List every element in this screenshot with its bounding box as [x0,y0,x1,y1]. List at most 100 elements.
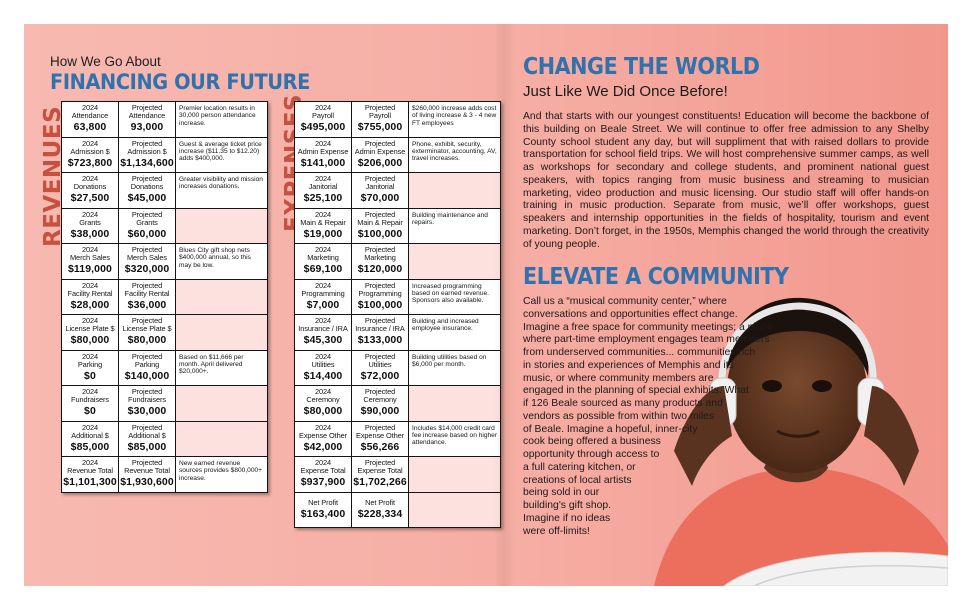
elevate-line: if 126 Beale sourced as many products an… [523,398,723,409]
revenue-current-cell-label: 2024 [81,174,99,183]
expense-projected-cell: Projected Insurance / IRA $133,000 [351,314,409,351]
expense-projected-cell-label: Projected [364,174,396,183]
expense-current-cell-value: $163,400 [300,507,346,520]
expense-current-cell-value: $937,900 [300,476,346,488]
expense-current-cell-label: Payroll [312,111,334,120]
expense-note [408,385,501,422]
revenue-row: 2024 Fundraisers $0 Projected Fundraisers $30… [61,385,268,422]
revenue-row: 2024 Attendance 63,800 Projected Attendance 9… [61,101,268,138]
expense-projected-cell-label: Programming [358,288,402,298]
revenue-row: 2024 Donations $27,500 Projected Donations $4… [61,172,268,209]
change-body-text: And that starts with our youngest consti… [523,111,929,250]
revenue-projected-cell-label: Projected [131,245,163,254]
revenue-projected-cell: Projected Fundraisers $30,000 [118,385,176,422]
elevate-line: were off-limits! [523,525,590,537]
expense-projected-cell-label: Projected [364,138,396,148]
expense-current-cell-value: $80,000 [303,405,343,417]
expense-row: 2024 Admin Expense $141,000 Projected Admin … [294,136,501,173]
expense-note [408,243,501,280]
expense-row: Net Profit $163,400 Net Profit $228,334 [294,491,501,528]
expense-projected-cell-label: Payroll [369,111,391,120]
expense-row: 2024 Ceremony $80,000 Projected Ceremony $90,… [294,385,501,422]
elevate-line: engaged in the planning of special exhib… [523,385,749,397]
expense-projected-cell: Projected Payroll $755,000 [351,101,409,138]
expense-projected-cell-value: $56,266 [360,440,400,453]
revenue-current-cell-label: License Plate $ [65,324,115,333]
revenue-current-cell-label: Admission $ [70,146,110,156]
expense-projected-cell-value: $100,000 [357,298,403,311]
expense-current-cell-label: 2024 [314,422,332,432]
expense-row: 2024 Insurance / IRA $45,300 Projected Insur… [294,314,501,351]
expense-projected-cell-value: $1,702,266 [353,476,407,488]
revenues-table: 2024 Attendance 63,800 Projected Attendance 9… [61,101,268,493]
expense-note: Phone, exhibit, security, exterminator, … [408,136,501,173]
revenue-projected-cell-label: Donations [130,182,164,191]
expense-projected-cell-value: $133,000 [357,334,403,346]
revenue-current-cell-value: $38,000 [70,227,110,240]
expense-projected-cell-label: Projected [364,103,396,112]
revenue-projected-cell-label: Additional $ [128,430,166,440]
expense-current-cell: 2024 Ceremony $80,000 [294,385,352,422]
expense-projected-cell-value: $120,000 [357,263,403,275]
elevate-line: of Beale. Imagine a hopeful, inner-city [523,423,698,435]
expense-current-cell-label: Net Profit [308,497,338,507]
revenue-current-cell-label: Revenue Total [67,466,113,475]
expense-projected-cell-label: Ceremony [363,395,397,404]
revenue-projected-cell-value: $36,000 [127,298,167,311]
revenue-current-cell-label: Parking [77,359,103,369]
expense-projected-cell-value: $755,000 [357,121,403,133]
expense-note: $260,000 increase adds cost of living in… [408,101,501,138]
expense-projected-cell: Projected Programming $100,000 [351,278,409,315]
revenue-current-cell: 2024 Merch Sales $119,000 [61,243,119,280]
expense-current-cell: Net Profit $163,400 [294,491,352,528]
revenue-current-cell-value: $1,101,300 [63,476,117,488]
expense-current-cell-label: 2024 [314,209,332,219]
revenue-current-cell-value: $723,800 [67,156,113,169]
expense-projected-cell-label: Projected [364,387,396,396]
expense-projected-cell-label: Projected [364,209,396,219]
revenue-projected-cell-label: Projected [131,316,163,325]
revenue-current-cell-value: $80,000 [70,334,110,346]
expense-current-cell-label: Programming [301,288,345,298]
revenue-projected-cell-value: 93,000 [130,121,164,133]
revenue-projected-cell-label: Projected [131,103,163,112]
expense-projected-cell: Projected Utilities $72,000 [351,349,409,386]
expense-current-cell-value: $495,000 [300,121,346,133]
revenue-projected-cell-label: Admission $ [127,146,167,156]
revenue-current-cell-label: 2024 [81,280,99,290]
revenue-projected-cell-label: License Plate $ [122,324,172,333]
revenue-current-cell: 2024 Parking $0 [61,349,119,386]
revenue-current-cell-label: Attendance [71,111,109,120]
revenue-projected-cell-label: Revenue Total [124,466,170,475]
expense-projected-cell-value: $72,000 [360,369,400,382]
expense-note [408,491,501,528]
revenue-note: Based on $11,666 per month. April delive… [175,349,268,386]
revenue-current-cell-label: Grants [79,217,101,227]
expense-current-cell: 2024 Insurance / IRA $45,300 [294,314,352,351]
expense-current-cell-label: Marketing [307,253,339,262]
change-the-world-heading: CHANGE THE WORLD [523,54,760,80]
expense-current-cell-value: $14,400 [303,369,343,382]
expense-current-cell-value: $141,000 [300,156,346,169]
revenue-projected-cell: Projected Additional $ $85,000 [118,420,176,457]
expense-current-cell-label: 2024 [314,387,332,396]
revenue-projected-cell-label: Projected [131,138,163,148]
revenue-projected-cell-label: Projected [131,387,163,396]
expense-projected-cell-value: $100,000 [357,227,403,240]
revenue-current-cell: 2024 Additional $ $85,000 [61,420,119,457]
elevate-body-text: Call us a “musical community center,” wh… [523,296,823,538]
expense-projected-cell-label: Projected [364,280,396,290]
expense-current-cell-value: $45,300 [303,334,343,346]
revenue-row: 2024 Revenue Total $1,101,300 Projected Reve… [61,456,268,493]
expense-current-cell-label: 2024 [314,351,332,361]
expense-note: Increased programming based on earned re… [408,278,501,315]
revenue-projected-cell-value: $140,000 [124,369,170,382]
revenue-current-cell-label: 2024 [81,351,99,361]
expense-projected-cell-value: $70,000 [360,192,400,204]
revenue-current-cell-label: Additional $ [71,430,109,440]
revenue-current-cell-value: $119,000 [67,263,112,275]
revenue-current-cell-label: 2024 [81,422,99,432]
revenue-row: 2024 License Plate $ $80,000 Projected Licen… [61,314,268,351]
revenue-projected-cell-label: Projected [131,209,163,219]
expense-current-cell-label: 2024 [314,174,332,183]
